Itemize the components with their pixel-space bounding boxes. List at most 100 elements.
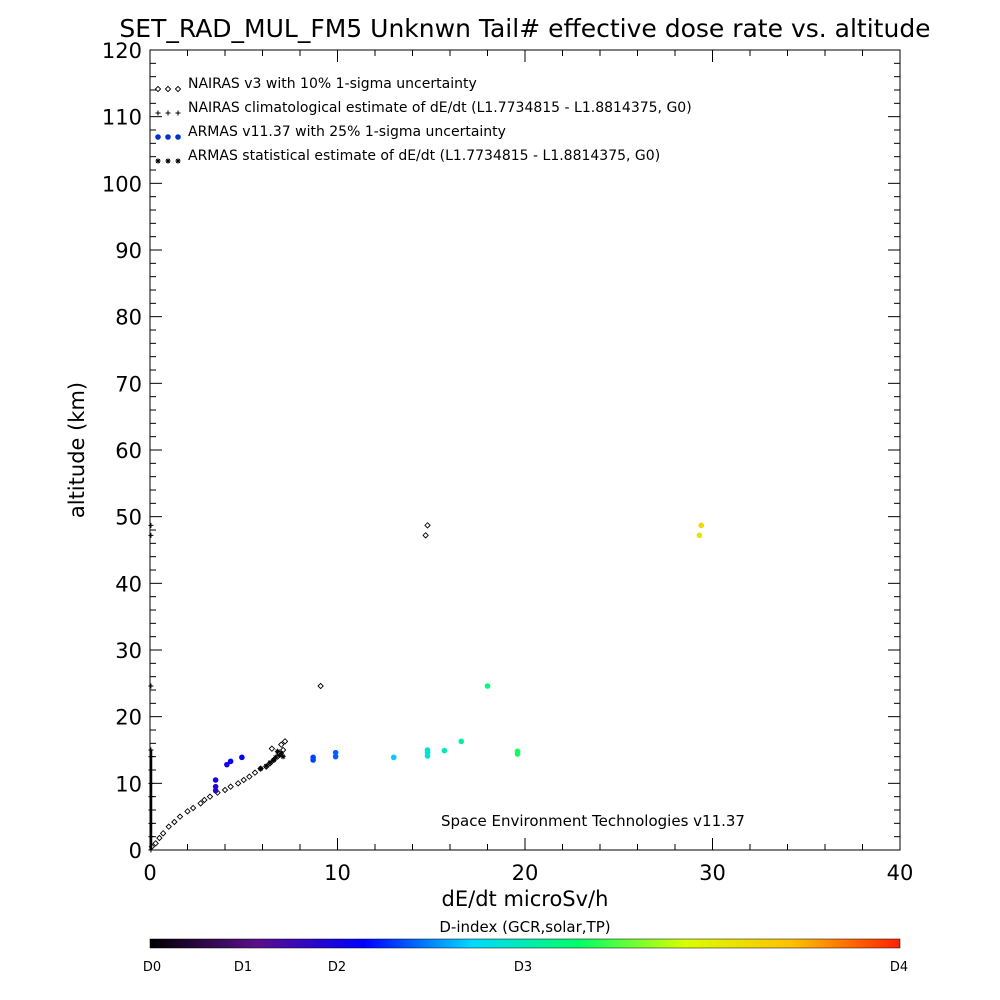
- data-point: [148, 522, 154, 528]
- data-point: [148, 754, 154, 760]
- legend-marker: [175, 134, 181, 140]
- data-point: [332, 753, 339, 760]
- series-layer: [148, 522, 705, 853]
- colorbar-label: D2: [328, 960, 346, 975]
- data-point: [239, 754, 245, 761]
- legend-label: ARMAS v11.37 with 25% 1-sigma uncertaint…: [188, 124, 506, 140]
- x-tick-label: 40: [887, 861, 914, 885]
- data-point: [148, 532, 154, 538]
- data-point: [246, 773, 253, 780]
- y-tick-label: 50: [115, 506, 142, 530]
- data-point: [212, 787, 219, 794]
- y-axis: 0 10 20 30 40 50 60 70 80 90 100 110 120: [102, 39, 900, 863]
- legend-marker: [175, 110, 181, 116]
- data-point: [280, 754, 286, 760]
- data-point: [263, 763, 269, 769]
- data-point: [276, 752, 282, 758]
- data-point: [152, 840, 159, 847]
- data-point: [696, 532, 703, 539]
- data-point: [212, 783, 219, 790]
- y-tick-label: 90: [115, 239, 142, 263]
- colorbar-labels: D0 D1 D2 D3 D4: [143, 960, 908, 975]
- y-tick-label: 0: [129, 839, 142, 863]
- data-point: [148, 767, 154, 773]
- data-point: [148, 683, 154, 689]
- data-point: [278, 750, 284, 756]
- data-point: [281, 738, 289, 745]
- data-point: [271, 757, 277, 763]
- x-tick-label: 10: [324, 861, 351, 885]
- data-point: [176, 813, 184, 820]
- legend-marker: [165, 134, 171, 140]
- plot-frame: [149, 49, 901, 851]
- legend-marker: [155, 158, 161, 164]
- data-point: [148, 843, 156, 850]
- colorbar-label: D0: [143, 960, 161, 975]
- legend-marker: [174, 85, 182, 93]
- data-point: [424, 522, 431, 529]
- colorbar-label: D3: [514, 960, 532, 975]
- data-point: [514, 748, 521, 755]
- data-point: [274, 748, 281, 754]
- colorbar-title: D-index (GCR,solar,TP): [439, 918, 610, 936]
- data-point: [227, 758, 234, 765]
- data-point: [268, 745, 276, 752]
- data-point: [148, 747, 154, 753]
- legend-marker: [175, 158, 181, 164]
- data-point: [332, 749, 339, 756]
- data-point: [159, 830, 167, 837]
- data-point: [234, 780, 242, 787]
- y-tick-label: 120: [102, 39, 142, 63]
- legend-label: ARMAS statistical estimate of dE/dt (L1.…: [188, 148, 660, 164]
- data-point: [257, 765, 264, 772]
- legend-marker: [165, 110, 171, 116]
- x-tick-label: 0: [143, 861, 156, 885]
- data-point: [484, 683, 491, 689]
- data-point: [698, 522, 705, 529]
- colorbar-label: D1: [234, 960, 252, 975]
- data-point: [273, 754, 279, 760]
- data-point: [184, 808, 191, 815]
- data-point: [148, 794, 154, 800]
- series-diamond: [148, 522, 431, 850]
- data-point: [197, 800, 204, 807]
- legend-marker: [155, 134, 161, 140]
- y-axis-label: altitude (km): [65, 382, 89, 518]
- data-point: [156, 834, 163, 842]
- data-point: [201, 796, 208, 804]
- series-dot: [212, 522, 705, 794]
- data-point: [310, 754, 316, 761]
- data-point: [441, 747, 448, 754]
- legend-label: NAIRAS climatological estimate of dE/dt …: [188, 100, 692, 116]
- legend-marker: [164, 85, 172, 93]
- data-point: [224, 761, 230, 768]
- y-tick-label: 40: [115, 572, 142, 596]
- data-point: [240, 776, 247, 784]
- data-point: [458, 738, 465, 745]
- colorbar: [149, 938, 901, 949]
- data-point: [422, 532, 429, 539]
- legend-marker: [155, 110, 161, 116]
- data-point: [165, 823, 172, 830]
- y-tick-label: 80: [115, 306, 142, 330]
- data-point: [148, 834, 154, 840]
- data-point: [424, 747, 431, 753]
- y-tick-label: 110: [102, 106, 142, 130]
- chart-annotation: Space Environment Technologies v11.37: [441, 812, 745, 830]
- data-point: [212, 777, 219, 783]
- y-tick-label: 100: [102, 172, 142, 196]
- y-tick-label: 30: [115, 639, 142, 663]
- data-point: [267, 760, 273, 766]
- legend-label: NAIRAS v3 with 10% 1-sigma uncertainty: [188, 76, 477, 92]
- data-point: [227, 783, 234, 790]
- data-point: [148, 780, 154, 786]
- colorbar-label: D4: [890, 960, 908, 975]
- data-point: [148, 807, 154, 813]
- x-axis-label: dE/dt microSv/h: [442, 887, 609, 911]
- series-asterisk: [258, 748, 286, 772]
- legend-marker: [165, 158, 171, 164]
- data-point: [279, 746, 287, 754]
- x-tick-label: 30: [699, 861, 726, 885]
- data-point: [221, 786, 229, 794]
